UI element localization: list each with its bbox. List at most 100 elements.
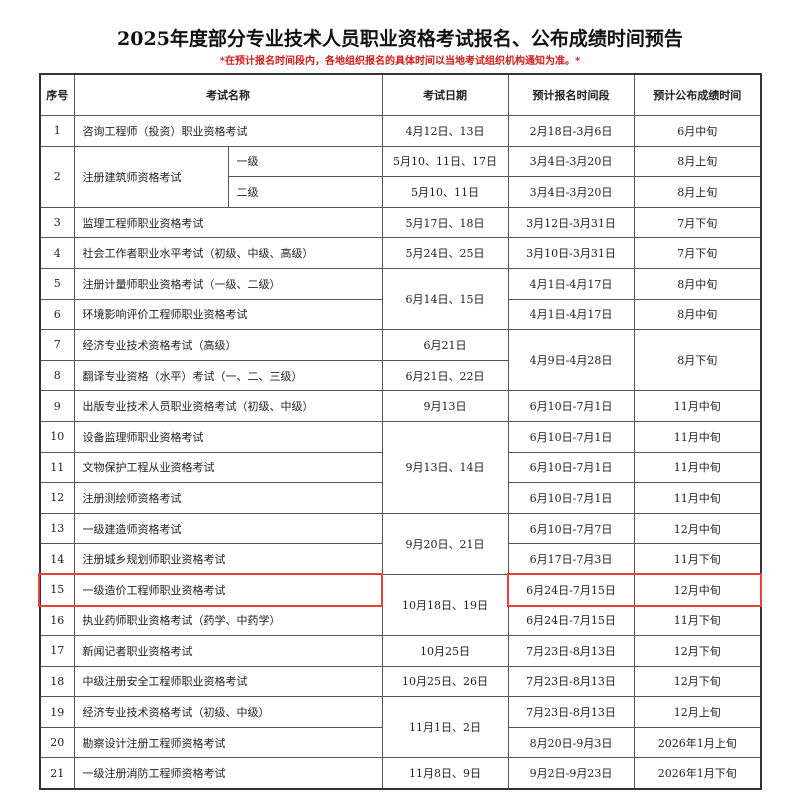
cell-no: 2 bbox=[39, 145, 75, 208]
cell-reg: 3月4日-3月20日 bbox=[507, 176, 635, 208]
cell-date: 5月24日、25日 bbox=[381, 237, 509, 269]
cell-date: 9月20日、21日 bbox=[381, 512, 509, 575]
table-row: 13 一级建造师资格考试 9月20日、21日 6月10日-7月7日 12月中旬 bbox=[39, 512, 762, 575]
cell-date: 10月18日、19日 bbox=[381, 573, 509, 637]
cell-level: 二级 bbox=[227, 176, 383, 208]
table-row: 二级 5月10、11日 3月4日-3月20日 8月上旬 bbox=[40, 176, 762, 208]
notice-text: *在预计报名时间段内，各地组织报名的具体时间以当地考试组织机构通知为准。* bbox=[219, 56, 581, 67]
cell-result: 2026年1月下旬 bbox=[633, 757, 762, 790]
cell-level: 一级 bbox=[227, 145, 383, 178]
cell-name: 出版专业技术人员职业资格考试（初级、中级） bbox=[73, 390, 383, 422]
cell-date: 9月13日 bbox=[381, 390, 509, 422]
cell-name: 文物保护工程从业资格考试 bbox=[73, 451, 383, 484]
table-row: 20 勘察设计注册工程师资格考试 8月20日-9月3日 2026年1月上旬 bbox=[39, 726, 762, 759]
cell-date: 11月1日、2日 bbox=[381, 696, 509, 759]
cell-reg: 6月24日-7月15日 bbox=[507, 604, 635, 637]
cell-result: 8月上旬 bbox=[633, 145, 762, 178]
cell-name: 经济专业技术资格考试（高级） bbox=[73, 329, 383, 361]
cell-result: 7月下旬 bbox=[633, 206, 762, 239]
cell-reg: 8月20日-9月3日 bbox=[507, 726, 635, 759]
table-row: 9 出版专业技术人员职业资格考试（初级、中级） 9月13日 6月10日-7月1日 11月… bbox=[39, 390, 762, 422]
cell-result: 12月下旬 bbox=[633, 665, 762, 698]
cell-result: 11月中旬 bbox=[633, 390, 762, 422]
cell-result: 12月中旬 bbox=[633, 573, 762, 606]
cell-name: 注册建筑师资格考试 bbox=[73, 145, 229, 208]
table-row: 14 注册城乡规划师职业资格考试 6月17日-7月3日 11月下旬 bbox=[39, 543, 762, 575]
cell-name: 咨询工程师（投资）职业资格考试 bbox=[73, 115, 383, 147]
cell-result: 11月下旬 bbox=[633, 543, 762, 575]
header-name: 考试名称 bbox=[73, 73, 383, 116]
cell-date: 9月13日、14日 bbox=[381, 420, 509, 514]
cell-reg: 4月1日-4月17日 bbox=[507, 267, 635, 300]
cell-reg: 6月10日-7月1日 bbox=[507, 390, 635, 422]
table-row: 7 经济专业技术资格考试（高级） 6月21日 4月9日-4月28日 8月下旬 bbox=[39, 329, 762, 392]
cell-result: 7月下旬 bbox=[633, 237, 762, 269]
cell-date: 4月12日、13日 bbox=[381, 115, 509, 147]
table-row: 18 中级注册安全工程师职业资格考试 10月25日、26日 7月23日-8月13日 12… bbox=[39, 665, 762, 698]
cell-result: 11月中旬 bbox=[633, 451, 762, 484]
cell-reg: 2月18日-3月6日 bbox=[507, 115, 635, 147]
cell-no: 15 bbox=[39, 573, 75, 606]
table-row: 3 监理工程师职业资格考试 5月17日、18日 3月12日-3月31日 7月下旬 bbox=[39, 206, 762, 239]
table-row: 10 设备监理师职业资格考试 9月13日、14日 6月10日-7月1日 11月中旬 bbox=[39, 420, 762, 514]
table-row: 2 注册建筑师资格考试 一级 5月10、11日、17日 3月4日-3月20日 8月上旬 bbox=[39, 145, 762, 208]
cell-no: 10 bbox=[39, 420, 75, 453]
header-date: 考试日期 bbox=[381, 73, 509, 116]
cell-result: 2026年1月上旬 bbox=[633, 726, 762, 759]
cell-no: 13 bbox=[39, 512, 75, 545]
table-row: 12 注册测绘师资格考试 6月10日-7月1日 11月中旬 bbox=[39, 482, 762, 514]
table-row: 15 一级造价工程师职业资格考试 10月18日、19日 6月24日-7月15日 12月中… bbox=[39, 573, 762, 637]
cell-date: 6月21日 bbox=[381, 329, 509, 361]
cell-reg: 6月10日-7月1日 bbox=[507, 420, 635, 453]
cell-name: 执业药师职业资格考试（药学、中药学） bbox=[73, 604, 383, 637]
cell-name: 社会工作者职业水平考试（初级、中级、高级） bbox=[73, 237, 383, 269]
cell-date: 6月14日、15日 bbox=[381, 267, 509, 331]
table-row: 1 咨询工程师（投资）职业资格考试 4月12日、13日 2月18日-3月6日 6月中旬 bbox=[39, 115, 762, 147]
cell-date: 5月10、11日、17日 bbox=[381, 145, 509, 178]
cell-date: 10月25日 bbox=[381, 635, 509, 667]
cell-no: 8 bbox=[39, 359, 75, 392]
cell-reg: 6月10日-7月1日 bbox=[507, 482, 635, 514]
cell-result: 8月上旬 bbox=[633, 176, 762, 208]
cell-reg: 3月10日-3月31日 bbox=[507, 237, 635, 269]
cell-name: 经济专业技术资格考试（初级、中级） bbox=[73, 696, 383, 728]
cell-date: 10月25日、26日 bbox=[381, 665, 509, 698]
cell-result: 11月中旬 bbox=[633, 482, 762, 514]
page-title: 2025年度部分专业技术人员职业资格考试报名、公布成绩时间预告 bbox=[117, 28, 683, 50]
cell-name: 设备监理师职业资格考试 bbox=[73, 420, 383, 453]
cell-reg: 4月1日-4月17日 bbox=[507, 298, 635, 331]
cell-name: 一级造价工程师职业资格考试 bbox=[73, 573, 383, 606]
cell-name: 新闻记者职业资格考试 bbox=[73, 635, 383, 667]
cell-reg: 6月10日-7月7日 bbox=[507, 512, 635, 545]
cell-name: 勘察设计注册工程师资格考试 bbox=[73, 726, 383, 759]
cell-result: 11月下旬 bbox=[633, 604, 762, 637]
cell-no: 16 bbox=[39, 604, 75, 637]
cell-result: 12月下旬 bbox=[633, 635, 762, 667]
cell-reg: 3月12日-3月31日 bbox=[507, 206, 635, 239]
cell-name: 翻译专业资格（水平）考试（一、二、三级） bbox=[73, 359, 383, 392]
header-no: 序号 bbox=[39, 73, 75, 116]
header-reg: 预计报名时间段 bbox=[507, 73, 635, 116]
cell-no: 6 bbox=[39, 298, 75, 331]
cell-result: 6月中旬 bbox=[633, 115, 762, 147]
cell-no: 7 bbox=[39, 329, 75, 361]
cell-result: 8月下旬 bbox=[633, 329, 762, 392]
cell-no: 17 bbox=[39, 635, 75, 667]
cell-no: 21 bbox=[39, 757, 75, 790]
exam-schedule-table: 序号 考试名称 考试日期 预计报名时间段 预计公布成绩时间 1 咨询工程师（投资）… bbox=[39, 73, 762, 791]
cell-no: 19 bbox=[39, 696, 75, 728]
table-row: 17 新闻记者职业资格考试 10月25日 7月23日-8月13日 12月下旬 bbox=[39, 635, 762, 667]
cell-no: 14 bbox=[39, 543, 75, 575]
cell-reg: 9月2日-9月23日 bbox=[507, 757, 635, 790]
cell-result: 12月上旬 bbox=[633, 696, 762, 728]
cell-name: 监理工程师职业资格考试 bbox=[73, 206, 383, 239]
cell-no: 4 bbox=[39, 237, 75, 269]
table-row: 4 社会工作者职业水平考试（初级、中级、高级） 5月24日、25日 3月10日-3月3… bbox=[39, 237, 762, 269]
table-row: 19 经济专业技术资格考试（初级、中级） 11月1日、2日 7月23日-8月13日 12… bbox=[39, 696, 762, 759]
cell-name: 注册计量师职业资格考试（一级、二级） bbox=[73, 267, 383, 300]
header-result: 预计公布成绩时间 bbox=[633, 73, 762, 116]
cell-reg: 7月23日-8月13日 bbox=[507, 696, 635, 728]
cell-name: 注册测绘师资格考试 bbox=[73, 482, 383, 514]
cell-no: 5 bbox=[39, 267, 75, 300]
cell-no: 18 bbox=[39, 665, 75, 698]
